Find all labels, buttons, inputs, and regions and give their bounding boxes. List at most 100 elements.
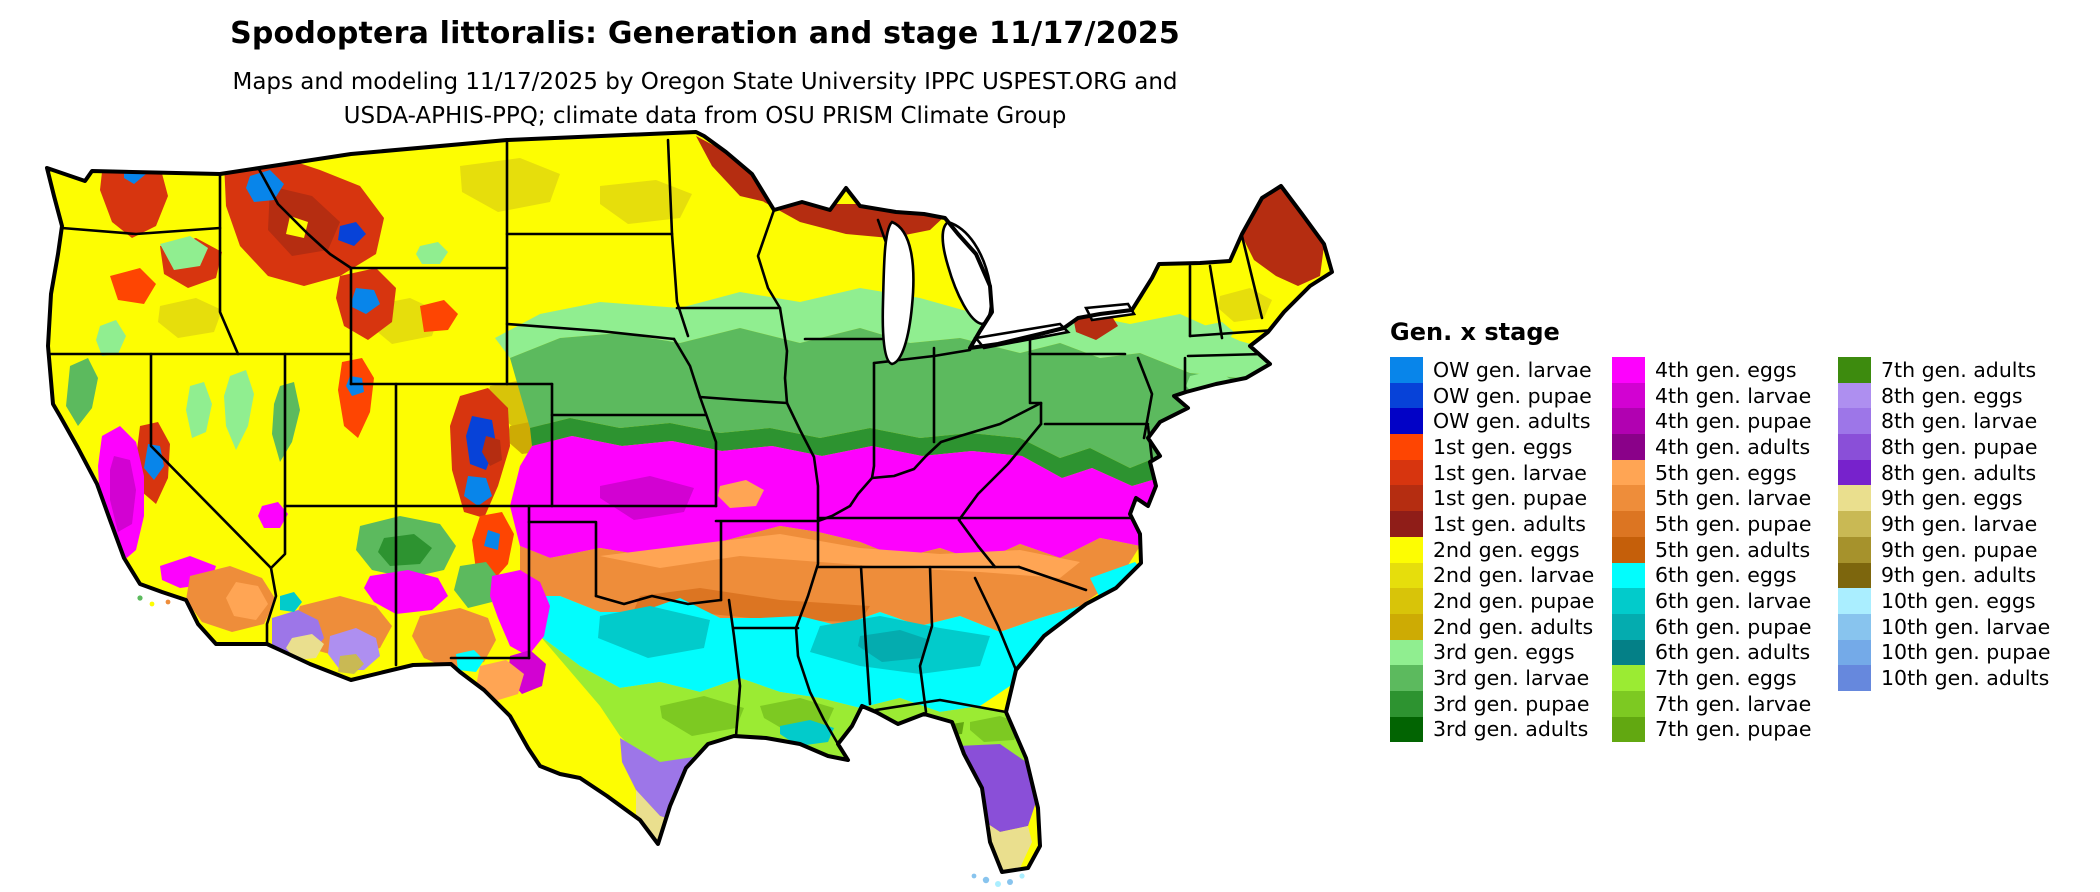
legend-swatch [1390, 536, 1423, 563]
legend-swatch [1612, 434, 1645, 460]
legend-label: 7th gen. pupae [1655, 717, 1812, 742]
legend-swatch [1612, 665, 1645, 691]
legend-item: 7th gen. larvae [1612, 690, 1812, 717]
legend-swatch [1612, 716, 1645, 743]
region-ow-gen-larvae [484, 530, 500, 550]
region-3rd-gen-eggs [224, 370, 254, 450]
legend-label: 7th gen. adults [1881, 357, 2037, 382]
legend-label: 7th gen. larvae [1655, 691, 1812, 716]
legend-item: 9th gen. eggs [1838, 485, 2050, 512]
legend-label: 6th gen. larvae [1655, 589, 1812, 614]
legend-label: OW gen. larvae [1433, 357, 1592, 382]
legend-swatch [1390, 511, 1423, 537]
region-3rd-gen-pupae [378, 534, 432, 566]
legend-item: 3rd gen. eggs [1390, 639, 1594, 666]
legend-item: 3rd gen. larvae [1390, 665, 1594, 691]
legend-label: 5th gen. eggs [1655, 460, 1797, 485]
legend-label: 10th gen. pupae [1881, 640, 2051, 665]
region-3rd-gen-eggs [186, 382, 212, 438]
legend-label: 3rd gen. adults [1433, 717, 1589, 742]
legend-swatch [1838, 511, 1871, 537]
region-ow-gen-pupae [338, 222, 366, 246]
legend-label: 10th gen. adults [1881, 666, 2050, 691]
region-1st-gen-eggs-wasatch [338, 358, 374, 438]
region-5th-gen-eggs-speck [718, 480, 764, 508]
legend-label: 9th gen. pupae [1881, 537, 2038, 562]
region-10th-gen-eggs-keys [995, 881, 1001, 887]
legend-label: 4th gen. eggs [1655, 357, 1797, 382]
legend-swatch [1390, 665, 1423, 691]
region-ow-gen-larvae [246, 170, 284, 202]
legend-item: 9th gen. larvae [1838, 511, 2050, 537]
legend-item: 10th gen. eggs [1838, 588, 2050, 614]
legend-label: 4th gen. larvae [1655, 383, 1812, 408]
legend-swatch [1838, 536, 1871, 563]
region-3rd-gen-larvae-coast-range [66, 358, 98, 426]
legend-label: 10th gen. larvae [1881, 614, 2051, 639]
legend-swatch [1612, 562, 1645, 589]
lake-huron [941, 220, 993, 326]
legend-swatch [1838, 639, 1871, 666]
map-title: Spodoptera littoralis: Generation and st… [230, 16, 1180, 51]
legend-label: 6th gen. eggs [1655, 563, 1797, 588]
region-5th-gen-eggs [226, 582, 268, 620]
legend-swatch [1390, 459, 1423, 486]
legend-label: 2nd gen. larvae [1433, 563, 1595, 588]
legend-swatch [1838, 485, 1871, 512]
legend-label: 8th gen. adults [1881, 460, 2037, 485]
legend-swatch [1612, 408, 1645, 435]
region-2nd-gen-larvae [158, 298, 222, 338]
region-7th-gen-larvae [660, 696, 744, 736]
legend-label: 4th gen. pupae [1655, 409, 1812, 434]
legend-swatch [1612, 639, 1645, 666]
legend-item: 9th gen. adults [1838, 562, 2050, 589]
region-1st-gen-pupae-maine [1242, 188, 1324, 286]
legend-item: 1st gen. pupae [1390, 485, 1594, 512]
legend-item: 4th gen. eggs [1612, 357, 1811, 383]
legend-item: 8th gen. eggs [1838, 382, 2050, 409]
legend-swatch [1612, 459, 1645, 486]
map-subtitle-line1: Maps and modeling 11/17/2025 by Oregon S… [232, 69, 1178, 95]
region-2nd-gen-larvae [1218, 288, 1272, 322]
legend-item: 8th gen. larvae [1838, 408, 2050, 435]
legend-label: 9th gen. larvae [1881, 511, 2038, 536]
region-3rd-gen-larvae [454, 562, 500, 608]
legend-item: 5th gen. larvae [1612, 485, 1811, 512]
region-5th-gen-larvae-band [520, 526, 1140, 632]
legend-swatch [1390, 357, 1423, 383]
legend-label: OW gen. pupae [1433, 383, 1592, 408]
region-ow-gen-larvae [464, 476, 492, 506]
region-3rd-gen-eggs-band [495, 288, 1300, 394]
legend-swatch [1612, 511, 1645, 537]
legend-item: 6th gen. eggs [1612, 562, 1811, 589]
legend-item: 10th gen. larvae [1838, 613, 2051, 640]
legend-swatch [1390, 562, 1423, 589]
legend-label: 1st gen. larvae [1433, 460, 1587, 485]
legend-swatch [1390, 408, 1423, 435]
region-ow-gen-larvae [350, 288, 380, 314]
legend-item: 9th gen. pupae [1838, 536, 2050, 563]
legend-item: 4th gen. adults [1612, 434, 1811, 460]
region-3rd-gen-eggs [160, 236, 208, 270]
region-9th-gen-eggs [286, 634, 324, 660]
legend-swatch [1838, 382, 1871, 409]
legend-label: 2nd gen. adults [1433, 614, 1594, 639]
legend-swatch [1838, 434, 1871, 460]
legend-label: 10th gen. eggs [1881, 589, 2036, 614]
region-1st-gen-pupae [482, 436, 502, 466]
legend-swatch [1612, 613, 1645, 640]
legend-item: 6th gen. pupae [1612, 613, 1811, 640]
legend-swatch [1838, 588, 1871, 614]
legend-swatch [1390, 716, 1423, 743]
region-10th-gen-larvae-keys [1007, 879, 1013, 885]
region-6th-gen-larvae [598, 606, 710, 658]
legend-item: 7th gen. eggs [1612, 665, 1811, 691]
legend-swatch [1390, 434, 1423, 460]
legend-label: 2nd gen. eggs [1433, 537, 1580, 562]
legend-swatch [1612, 357, 1645, 383]
legend-label: 8th gen. pupae [1881, 434, 2038, 459]
legend-item: 5th gen. pupae [1612, 511, 1811, 537]
legend-item: 2nd gen. adults [1390, 613, 1594, 640]
legend-label: 9th gen. eggs [1881, 486, 2023, 511]
legend-swatch [1390, 690, 1423, 717]
